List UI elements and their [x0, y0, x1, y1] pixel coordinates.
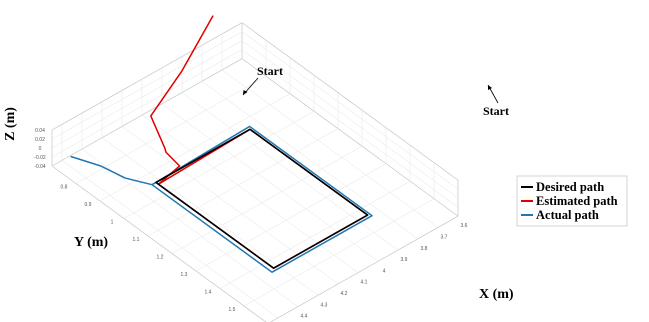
series-actual-path	[70, 125, 373, 273]
legend-label-actual: Actual path	[536, 208, 599, 222]
start-annotation-estimated: Start	[483, 84, 509, 118]
axes-box	[51, 22, 459, 322]
box-edge	[51, 58, 243, 167]
start-label-actual: Start	[257, 64, 283, 78]
grid-line-x	[221, 69, 439, 228]
grid-line-y	[99, 93, 291, 202]
grid-line-y	[147, 128, 339, 237]
z-axis-label: Z (m)	[3, 107, 18, 141]
z-tick-label: 0	[39, 146, 42, 152]
z-tick-label: -0.04	[34, 164, 46, 170]
grid-line-y	[171, 145, 363, 254]
grid-line-x	[121, 126, 339, 285]
x-tick-label: 4	[383, 268, 386, 274]
grid-line-x	[101, 137, 319, 296]
x-tick-label: 3.9	[401, 257, 408, 263]
grid-line-y	[123, 110, 315, 219]
x-tick-label: 4.2	[341, 291, 348, 297]
box-edge	[241, 22, 459, 181]
box-edge	[51, 165, 267, 322]
grid-line-x	[181, 92, 399, 251]
grid-line-z	[241, 40, 459, 199]
y-tick-label: 1	[111, 220, 114, 226]
grid-line-x	[161, 103, 379, 262]
grid-line-x	[61, 160, 279, 319]
grid-line-x	[201, 81, 419, 239]
grid-line-z	[241, 31, 459, 190]
grid-line-z	[241, 49, 459, 208]
y-tick-label: 1.5	[229, 307, 236, 313]
start-arrowhead-actual	[243, 90, 248, 95]
series-layer	[70, 15, 373, 273]
grid-line-z	[51, 31, 243, 140]
z-tick-label: -0.02	[34, 155, 46, 161]
start-label-estimated: Start	[483, 104, 509, 118]
z-tick-label: 0.04	[35, 128, 45, 134]
box-edge	[269, 215, 459, 322]
x-tick-label: 3.7	[441, 234, 448, 240]
y-axis-label: Y (m)	[74, 235, 108, 250]
y-tick-label: 1.4	[205, 290, 212, 296]
grid-line-y	[75, 75, 267, 184]
y-tick-label: 1.2	[157, 255, 164, 261]
legend: Desired path Estimated path Actual path	[516, 175, 628, 227]
grid-line-z	[51, 49, 243, 158]
grid-line-y	[219, 180, 411, 289]
x-tick-label: 3.6	[461, 223, 468, 229]
legend-label-estimated: Estimated path	[536, 194, 618, 208]
box-edge	[51, 22, 243, 131]
box-edge	[241, 58, 459, 217]
x-tick-label: 4.1	[361, 280, 368, 286]
y-tick-label: 0.9	[85, 202, 92, 208]
grid-lines	[51, 31, 459, 319]
z-tick-label: 0.02	[35, 137, 45, 143]
grid-line-y	[195, 163, 387, 272]
start-arrowhead-estimated	[488, 85, 492, 90]
grid-line-y	[243, 198, 435, 307]
y-tick-label: 0.8	[61, 185, 68, 191]
legend-label-desired: Desired path	[536, 180, 604, 194]
y-tick-label: 1.3	[181, 272, 188, 278]
x-tick-label: 4.4	[301, 314, 308, 320]
x-tick-label: 3.8	[421, 246, 428, 252]
grid-line-z	[51, 40, 243, 149]
series-desired-path	[155, 128, 369, 269]
y-tick-label: 1.1	[133, 237, 140, 243]
tick-labels: 4.54.44.34.24.143.93.83.73.60.80.911.11.…	[34, 128, 468, 320]
legend-box	[516, 175, 628, 227]
x-axis-label: X (m)	[479, 287, 514, 302]
start-annotation-actual: Start	[242, 64, 283, 96]
x-tick-label: 4.3	[321, 302, 328, 308]
grid-line-x	[141, 114, 359, 273]
